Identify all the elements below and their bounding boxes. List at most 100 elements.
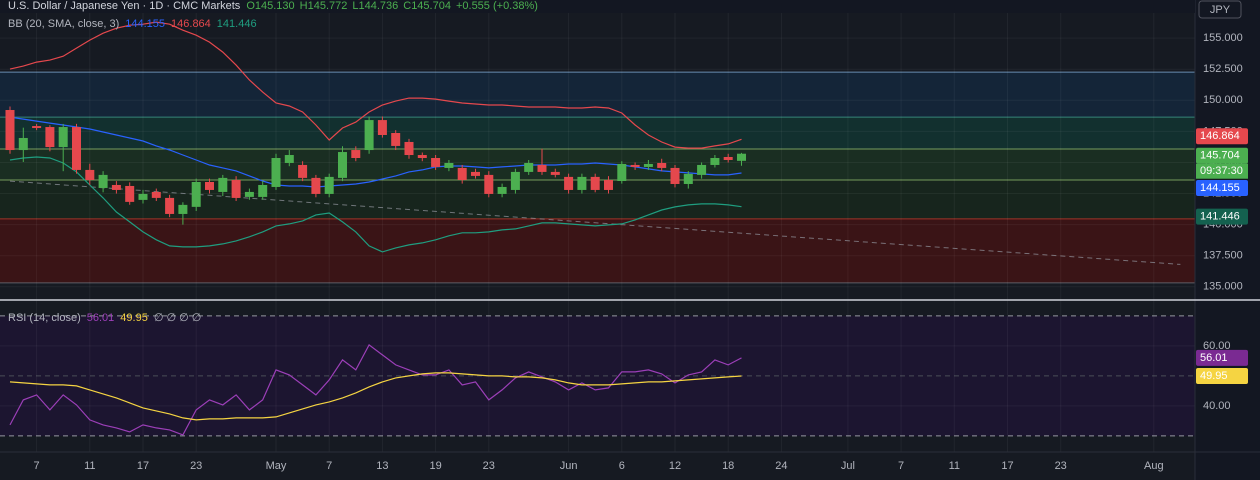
- x-tick-label: 6: [619, 460, 625, 472]
- price-tag-label: 49.95: [1200, 370, 1228, 382]
- trendline: [9, 180, 1181, 265]
- price-axis-bg: [1195, 0, 1260, 480]
- candle-body: [98, 174, 108, 188]
- candle-body: [723, 157, 733, 160]
- price-tag: [1196, 349, 1248, 366]
- candle-body: [298, 164, 308, 178]
- y-tick-label: 40.00: [1203, 400, 1231, 412]
- candle-body: [524, 162, 534, 172]
- rsi-empty: ∅ ∅ ∅ ∅: [154, 312, 202, 324]
- price-zone: [0, 218, 1195, 283]
- x-tick-label: 23: [190, 460, 202, 472]
- countdown-bg: [1196, 163, 1248, 179]
- candle-body: [125, 185, 135, 202]
- price-tag-label: 146.864: [1200, 130, 1240, 142]
- ohlc-low: L144.736: [352, 0, 398, 12]
- price-tag-label: 141.446: [1200, 211, 1240, 223]
- price-tag-label: 144.155: [1200, 182, 1240, 194]
- candle-body: [510, 171, 520, 190]
- price-tag-label: 56.01: [1200, 352, 1228, 364]
- price-zone: [0, 117, 1195, 150]
- candle-body: [391, 133, 401, 146]
- price-tag: [1196, 128, 1248, 145]
- price-tag: [1196, 368, 1248, 385]
- price-tag: [1196, 179, 1248, 196]
- rsi-title: RSI (14, close): [8, 312, 81, 324]
- candle-body: [377, 120, 387, 135]
- candle-body: [32, 126, 42, 129]
- x-tick-label: 13: [376, 460, 388, 472]
- bb-basis-value: 144.155: [125, 18, 165, 30]
- candle-body: [72, 127, 81, 170]
- symbol-title: U.S. Dollar / Japanese Yen · 1D · CMC Ma…: [8, 0, 241, 12]
- x-tick-label: Jun: [560, 460, 578, 472]
- candle-body: [364, 120, 374, 151]
- y-tick-label: 137.500: [1203, 250, 1243, 262]
- candle-body: [417, 155, 427, 158]
- candle-body: [643, 163, 653, 167]
- candle-body: [205, 181, 214, 190]
- candle-body: [550, 171, 560, 175]
- currency: JPY: [1210, 4, 1231, 16]
- candle-body: [151, 191, 161, 198]
- candle-body: [710, 157, 720, 165]
- price-zone: [0, 72, 1195, 118]
- price-tag-label: 145.704: [1200, 150, 1240, 162]
- change: +0.555 (+0.38%): [456, 0, 538, 12]
- x-tick-label: 7: [326, 460, 332, 472]
- bb-legend: BB (20, SMA, close, 3) 144.155 146.864 141.…: [8, 18, 257, 30]
- candle-body: [271, 157, 281, 187]
- candle-body: [617, 163, 627, 181]
- candle-body: [630, 164, 640, 167]
- bb-line: [9, 21, 742, 149]
- rsi-value: 56.01: [87, 312, 115, 324]
- plot-layer: 7 11 17 23 May 7 13 19 23 Jun 6 12 18 24 Jul 7 11 17 23 Aug: [0, 13, 1195, 472]
- candle-body: [165, 197, 175, 214]
- candle-body: [670, 167, 680, 184]
- candle-body: [178, 204, 188, 214]
- candle-body: [258, 184, 268, 197]
- ohlc-close: C145.704: [403, 0, 451, 12]
- candle-body: [18, 137, 28, 151]
- candle-body: [683, 173, 693, 184]
- candle-body: [45, 127, 55, 148]
- countdown: 09:37:30: [1200, 165, 1243, 177]
- candle-body: [590, 176, 600, 190]
- candle-body: [444, 162, 454, 168]
- header: U.S. Dollar / Japanese Yen · 1D · CMC Ma…: [8, 0, 538, 12]
- candle-body: [191, 181, 201, 207]
- candle-body: [324, 176, 334, 194]
- candle-body: [577, 176, 587, 190]
- x-tick-label: Jul: [841, 460, 855, 472]
- x-tick-label: 19: [429, 460, 441, 472]
- x-tick-label: 24: [775, 460, 787, 472]
- currency-box[interactable]: [1198, 0, 1242, 19]
- candle-body: [457, 167, 467, 181]
- rsi-line: [9, 372, 742, 421]
- y-tick-label: 135.000: [1203, 281, 1243, 293]
- candle-body: [111, 184, 121, 190]
- candle-body: [497, 186, 507, 194]
- price-tag: [1196, 147, 1248, 164]
- candle-body: [218, 177, 228, 192]
- y-tick-label: 152.500: [1203, 63, 1243, 75]
- x-tick-label: 18: [722, 460, 734, 472]
- price-tag: [1196, 208, 1248, 225]
- rsi-line: [9, 343, 742, 436]
- header-bar: [0, 0, 1195, 13]
- candle-body: [138, 193, 148, 200]
- rsi-legend: RSI (14, close) 56.01 49.95 ∅ ∅ ∅ ∅: [8, 312, 201, 324]
- rsi-ma-value: 49.95: [120, 312, 148, 324]
- candle-body: [431, 157, 441, 167]
- price-zone: [0, 149, 1195, 181]
- ohlc-open: O145.130: [246, 0, 294, 12]
- y-tick-label: 150.000: [1203, 94, 1243, 106]
- ohlc-high: H145.772: [300, 0, 348, 12]
- candle-body: [564, 176, 574, 190]
- x-tick-label: 12: [669, 460, 681, 472]
- x-tick-label: Aug: [1144, 460, 1164, 472]
- candle-body: [58, 127, 68, 148]
- candle-body: [484, 174, 494, 194]
- candle-body: [537, 164, 547, 172]
